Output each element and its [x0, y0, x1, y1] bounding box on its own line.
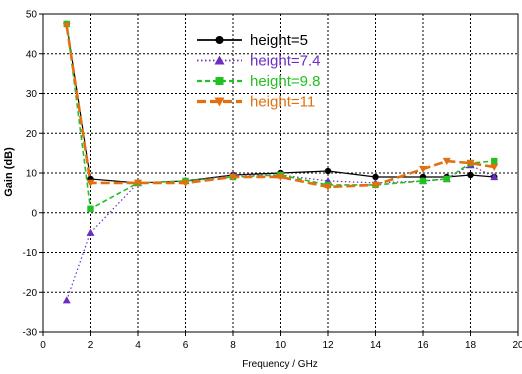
- data-point: [87, 205, 94, 212]
- series: [62, 20, 499, 304]
- data-point: [229, 173, 237, 181]
- data-point: [86, 179, 95, 187]
- x-tick-label: 6: [183, 340, 189, 351]
- data-point: [466, 159, 475, 168]
- data-point: [86, 228, 95, 236]
- data-point: [490, 163, 499, 172]
- data-point: [62, 296, 71, 304]
- series-line: [65, 25, 495, 189]
- data-point: [443, 175, 450, 183]
- x-tick-label: 2: [88, 340, 94, 351]
- data-point: [419, 177, 427, 185]
- legend: height=5 height=7.4 height=9.8 height=11: [197, 32, 320, 111]
- data-point: [372, 173, 379, 181]
- legend-marker: [215, 36, 224, 44]
- y-tick-label: 20: [26, 129, 38, 140]
- data-point: [134, 179, 142, 187]
- data-point: [442, 157, 451, 166]
- x-tick-label: 18: [465, 340, 477, 351]
- legend-label: height=7.4: [250, 53, 320, 70]
- data-point: [467, 171, 474, 179]
- y-tick-label: 50: [26, 10, 38, 21]
- legend-item: height=5: [197, 32, 308, 49]
- y-axis-label: Gain (dB): [3, 147, 15, 197]
- data-point: [181, 179, 190, 187]
- x-tick-label: 4: [135, 340, 141, 351]
- data-point: [491, 157, 498, 165]
- y-tick-label: 10: [26, 169, 38, 180]
- series-line: [66, 164, 495, 301]
- x-tick-label: 8: [230, 340, 236, 351]
- y-tick-label: -20: [23, 288, 38, 299]
- axes: [39, 13, 519, 336]
- data-point: [324, 183, 332, 191]
- legend-marker: [214, 97, 225, 107]
- data-point: [62, 22, 71, 30]
- legend-item: height=11: [197, 94, 315, 111]
- legend-marker: [215, 77, 224, 85]
- data-point: [276, 173, 285, 181]
- series-line: [65, 23, 495, 211]
- legend-label: height=9.8: [250, 73, 320, 90]
- x-tick-label: 10: [275, 340, 287, 351]
- y-tick-label: -10: [23, 248, 38, 259]
- data-point: [490, 172, 499, 181]
- y-tick-label: 0: [31, 208, 37, 219]
- legend-label: height=11: [250, 94, 315, 111]
- x-tick-label: 20: [512, 340, 522, 351]
- data-point: [324, 167, 332, 175]
- legend-item: height=7.4: [197, 53, 320, 70]
- grid: [43, 14, 518, 332]
- x-tick-label: 12: [322, 340, 334, 351]
- x-axis-label: Frequency / GHz: [242, 359, 318, 370]
- y-tick-label: -30: [23, 328, 38, 339]
- legend-item: height=9.8: [197, 73, 320, 90]
- legend-label: height=5: [250, 32, 308, 49]
- y-tick-label: 30: [26, 89, 38, 100]
- data-point: [371, 181, 380, 189]
- data-point: [419, 165, 427, 174]
- series-4: [62, 22, 499, 191]
- legend-marker: [214, 55, 225, 65]
- x-tick-label: 14: [370, 340, 382, 351]
- x-tick-label: 16: [417, 340, 429, 351]
- tick-labels: 0 2 4 6 8 10 12 14 16 18 20 -30 -20 -10 0 10 20 30 40 50: [23, 10, 522, 352]
- x-tick-label: 0: [40, 340, 46, 351]
- y-tick-label: 40: [26, 49, 38, 60]
